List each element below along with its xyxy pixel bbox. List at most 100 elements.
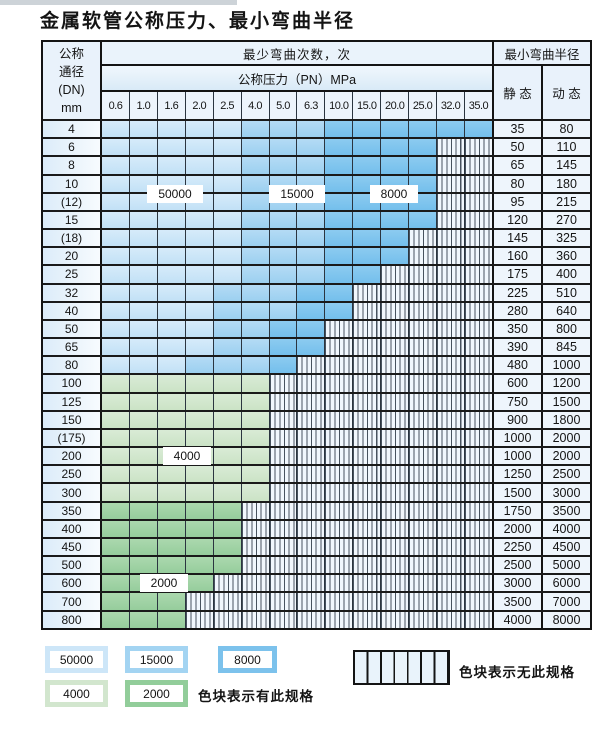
no-spec-cell: [325, 538, 354, 556]
spec-cell: [409, 139, 438, 156]
no-spec-cell: [409, 393, 438, 410]
no-spec-cell: [464, 248, 492, 265]
no-spec-cell: [437, 302, 465, 319]
no-spec-cell: [297, 411, 326, 428]
dn-cell: 150: [43, 411, 102, 428]
spec-cell: [129, 375, 158, 392]
spec-cell: [241, 193, 270, 210]
no-spec-cell: [297, 448, 326, 465]
spec-cell: [241, 302, 270, 319]
spec-cell: [325, 284, 354, 301]
no-spec-cell: [464, 339, 492, 356]
spec-cell: [129, 357, 158, 374]
pressure-header-block: 最少弯曲次数，次 公称压力（PN）MPa 0.6 1.0 1.6 2.0 2.5 4.0 5…: [102, 42, 492, 119]
spec-cell: [297, 339, 326, 356]
table-row-dn-300: 300 1500 3000: [43, 482, 590, 501]
spec-cell: [102, 611, 130, 628]
spec-cell: [102, 211, 130, 229]
legend-swatch-label: 2000: [130, 685, 183, 702]
no-spec-cell: [213, 593, 242, 610]
spec-cell: [129, 538, 158, 556]
spec-cell: [297, 211, 326, 229]
spec-cell: [269, 320, 298, 338]
dynamic-radius-cell: 180: [541, 175, 590, 192]
no-spec-cell: [409, 575, 438, 592]
no-spec-cell: [325, 611, 354, 628]
pressure-header-cell: 0.6: [102, 92, 130, 119]
spec-cell: [129, 339, 158, 356]
cycle-count-label: 2000: [140, 574, 188, 592]
spec-cell: [353, 121, 382, 138]
legend-has-spec-text: 色块表示有此规格: [198, 689, 314, 704]
spec-cell: [213, 557, 242, 574]
pressure-header-cell: 5.0: [270, 92, 298, 119]
dynamic-radius-cell: 3000: [541, 484, 590, 501]
dn-cell: 400: [43, 520, 102, 537]
spec-cell: [241, 139, 270, 156]
dynamic-column-header: 动 态: [552, 87, 581, 101]
pressure-cells: [102, 375, 492, 392]
legend-swatch-label: 8000: [223, 651, 272, 668]
no-spec-cell: [325, 448, 354, 465]
no-spec-cell: [437, 466, 465, 483]
spec-cell: [381, 121, 410, 138]
spec-cell: [213, 121, 242, 138]
spec-cell: [102, 375, 130, 392]
spec-cell: [297, 284, 326, 301]
pressure-header-cell: 1.6: [158, 92, 186, 119]
cycle-count-label: 50000: [147, 185, 203, 203]
spec-cell: [157, 611, 186, 628]
dynamic-radius-cell: 7000: [541, 593, 590, 610]
spec-cell: [129, 266, 158, 283]
dynamic-radius-cell: 1000: [541, 357, 590, 374]
spec-cell: [129, 484, 158, 501]
no-spec-cell: [464, 375, 492, 392]
table-row-dn-50: 50 350 800: [43, 318, 590, 338]
no-spec-cell: [409, 411, 438, 428]
spec-cell: [297, 266, 326, 283]
no-spec-cell: [353, 339, 382, 356]
table-row-dn-4: 4 35 80: [43, 119, 590, 138]
static-radius-cell: 35: [492, 121, 541, 138]
table-body: 4 35 80 6 50 110 8 65 145 10 80 180 (12) 95 215 15 120 27…: [43, 119, 590, 628]
spec-cell: [185, 139, 214, 156]
static-radius-cell: 280: [492, 302, 541, 319]
legend-swatch-label: 15000: [130, 651, 183, 668]
spec-cell: [325, 193, 354, 210]
dn-cell: 250: [43, 466, 102, 483]
no-spec-cell: [241, 557, 270, 574]
no-spec-cell: [437, 575, 465, 592]
page-title: 金属软管公称压力、最小弯曲半径: [40, 10, 356, 32]
table-row-dn-25: 25 175 400: [43, 264, 590, 283]
dn-cell: (18): [43, 230, 102, 247]
nominal-pressure-header: 公称压力（PN）MPa: [102, 66, 492, 92]
spec-cell: [213, 230, 242, 247]
spec-cell: [213, 266, 242, 283]
no-spec-cell: [437, 248, 465, 265]
spec-cell: [185, 211, 214, 229]
no-spec-cell: [464, 230, 492, 247]
spec-cell: [297, 121, 326, 138]
dynamic-radius-cell: 800: [541, 320, 590, 338]
static-radius-cell: 1000: [492, 429, 541, 447]
no-spec-cell: [437, 538, 465, 556]
no-spec-cell: [325, 393, 354, 410]
spec-cell: [353, 230, 382, 247]
spec-cell: [157, 484, 186, 501]
spec-cell: [269, 157, 298, 174]
spec-cell: [129, 611, 158, 628]
no-spec-cell: [464, 538, 492, 556]
no-spec-cell: [464, 448, 492, 465]
dynamic-radius-cell: 270: [541, 211, 590, 229]
no-spec-cell: [409, 520, 438, 537]
no-spec-cell: [297, 357, 326, 374]
spec-cell: [213, 175, 242, 192]
no-spec-cell: [353, 557, 382, 574]
table-row-dn-700: 700 3500 7000: [43, 591, 590, 610]
no-spec-cell: [269, 520, 298, 537]
no-spec-cell: [409, 484, 438, 501]
dynamic-radius-cell: 640: [541, 302, 590, 319]
spec-cell: [297, 320, 326, 338]
pressure-header-cell: 2.0: [186, 92, 214, 119]
spec-cell: [269, 211, 298, 229]
